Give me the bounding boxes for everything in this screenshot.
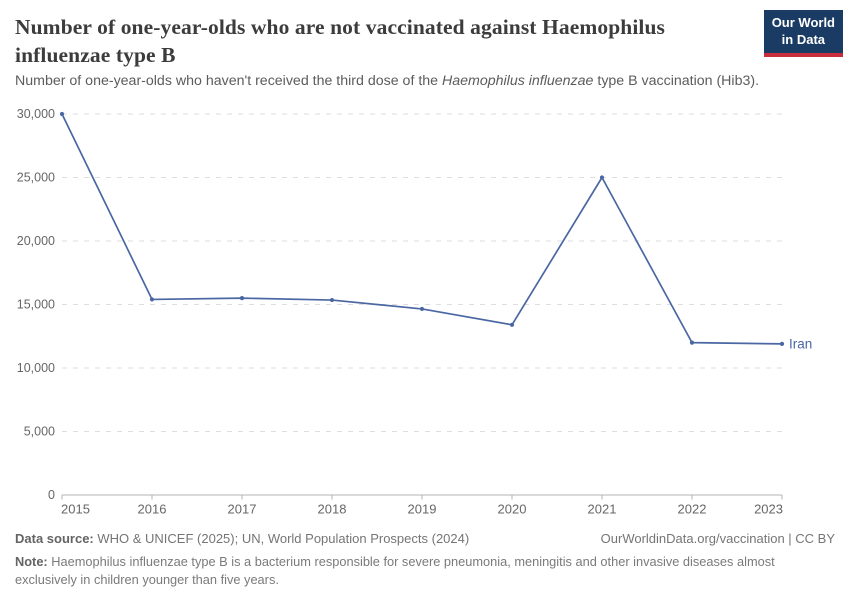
data-point-2016[interactable]: [149, 297, 155, 302]
page-title: Number of one-year-olds who are not vacc…: [15, 15, 666, 67]
subtitle-text-prefix: Number of one-year-olds who haven't rece…: [15, 73, 442, 89]
data-point-2020[interactable]: [509, 322, 515, 327]
x-axis-tick-label: 2016: [138, 502, 167, 517]
subtitle-text-suffix: type B vaccination (Hib3).: [593, 73, 760, 89]
y-axis-tick-label: 30,000: [17, 107, 55, 121]
data-point-2018[interactable]: [329, 297, 335, 303]
chart-footer: Data source: WHO & UNICEF (2025); UN, Wo…: [15, 531, 835, 588]
data-source-value: WHO & UNICEF (2025); UN, World Populatio…: [93, 531, 470, 546]
y-axis-tick-label: 25,000: [17, 171, 55, 185]
x-axis-tick-label: 2019: [408, 502, 437, 517]
x-axis-tick-label: 2015: [61, 502, 90, 517]
chart-subtitle: Number of one-year-olds who haven't rece…: [15, 73, 805, 89]
series-end-label[interactable]: Iran: [789, 336, 812, 351]
data-source-label: Data source:: [15, 531, 94, 546]
owid-logo[interactable]: Our World in Data: [763, 10, 843, 57]
owid-link[interactable]: OurWorldinData.org/vaccination | CC BY: [600, 531, 835, 546]
data-point-2019[interactable]: [419, 306, 425, 312]
y-axis-tick-label: 0: [48, 488, 55, 502]
y-axis-tick-label: 5,000: [24, 425, 55, 439]
x-axis-tick-label: 2023: [754, 502, 783, 517]
y-axis-tick-label: 15,000: [17, 298, 55, 312]
y-axis-tick-label: 20,000: [17, 234, 55, 248]
line-chart[interactable]: 0 5,000 10,000 15,000 20,000 25,000 30,000 2015…: [0, 96, 850, 526]
subtitle-text-italic: Haemophilus influenzae: [442, 73, 594, 89]
owid-logo-line1: Our World: [771, 15, 835, 30]
y-axis-tick-label: 10,000: [17, 361, 55, 375]
data-point-2023[interactable]: [779, 341, 785, 346]
x-axis-tick-label: 2022: [678, 502, 707, 517]
note-label: Note:: [15, 554, 48, 569]
x-axis-tick-label: 2018: [318, 502, 347, 517]
note-text: Haemophilus influenzae type B is a bacte…: [15, 554, 775, 587]
x-axis-tick-label: 2021: [588, 502, 617, 517]
data-point-2022[interactable]: [689, 340, 695, 345]
data-point-2015[interactable]: [59, 111, 65, 117]
data-source-text: Data source: WHO & UNICEF (2025); UN, Wo…: [15, 531, 469, 546]
data-point-2017[interactable]: [239, 296, 245, 301]
data-point-2021[interactable]: [599, 175, 605, 180]
x-axis-tick-label: 2020: [498, 502, 527, 517]
x-axis-tick-label: 2017: [228, 502, 257, 517]
chart-note: Note: Haemophilus influenzae type B is a…: [15, 553, 793, 588]
owid-logo-line2: in Data: [781, 31, 826, 47]
